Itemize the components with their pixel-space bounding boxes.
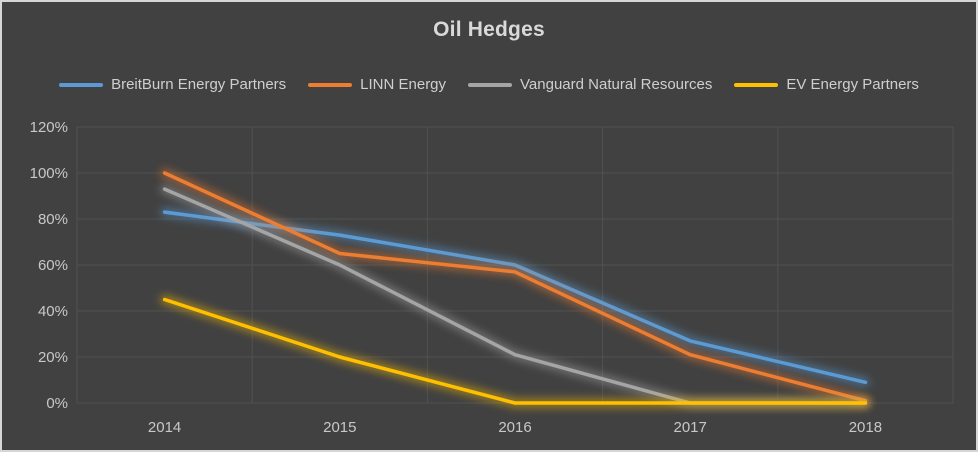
y-axis-tick-label: 120% — [30, 119, 68, 136]
y-axis-tick-label: 60% — [38, 257, 68, 274]
series-line-ev-energy-partners — [162, 297, 868, 405]
series-line-linn-energy — [162, 171, 868, 403]
legend-swatch — [308, 82, 353, 87]
y-axis-tick-label: 40% — [38, 303, 68, 320]
chart-title: Oil Hedges — [433, 18, 545, 41]
y-axis-tick-label: 20% — [38, 349, 68, 366]
legend-swatch — [468, 82, 513, 87]
chart-legend: BreitBurn Energy Partners LINN Energy Vang… — [2, 76, 976, 93]
series-layer — [160, 168, 870, 408]
tick-layer: 0% 20% 40% 60% 80% 100% 120% 2014 2015 2016 2017 20… — [30, 119, 882, 436]
legend-label: Vanguard Natural Resources — [520, 76, 713, 93]
y-axis-tick-label: 100% — [30, 165, 68, 182]
legend-item-breitburn-energy-partners: BreitBurn Energy Partners — [59, 76, 286, 93]
legend-item-ev-energy-partners: EV Energy Partners — [734, 76, 919, 93]
series-glow-linn-energy — [160, 168, 870, 406]
y-axis-tick-label: 80% — [38, 211, 68, 228]
y-axis-tick-label: 0% — [46, 395, 68, 412]
legend-item-vanguard-natural-resources: Vanguard Natural Resources — [468, 76, 712, 93]
legend-label: BreitBurn Energy Partners — [111, 76, 287, 93]
legend-label: LINN Energy — [360, 76, 447, 93]
x-axis-tick-label: 2018 — [849, 419, 882, 436]
x-axis-tick-label: 2014 — [148, 419, 181, 436]
legend-swatch — [59, 82, 104, 87]
x-axis-tick-label: 2016 — [498, 419, 531, 436]
grid-layer — [76, 126, 954, 404]
legend-swatch — [734, 82, 779, 87]
x-axis-tick-label: 2017 — [674, 419, 707, 436]
legend-item-linn-energy: LINN Energy — [308, 76, 446, 93]
x-axis-tick-label: 2015 — [323, 419, 356, 436]
legend-label: EV Energy Partners — [786, 76, 919, 93]
